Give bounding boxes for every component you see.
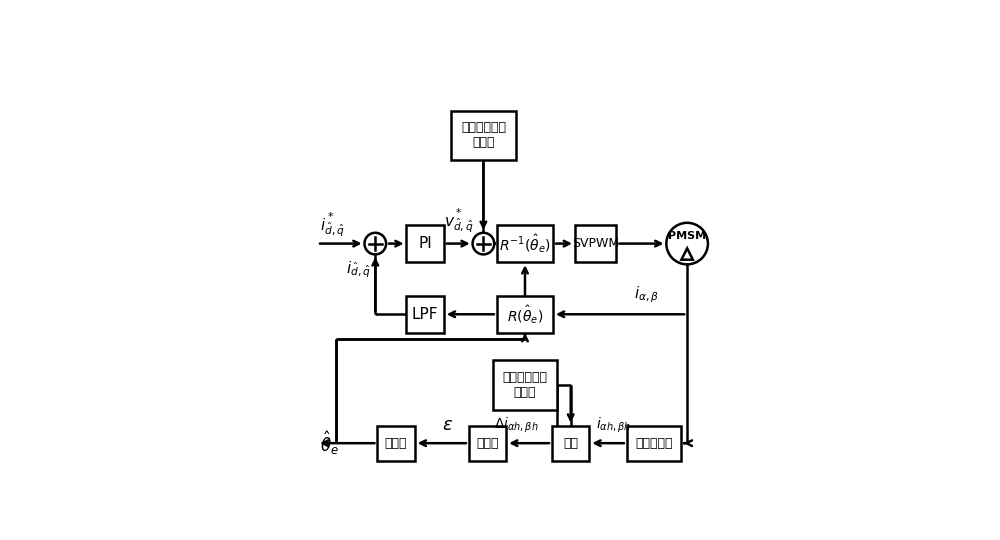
Circle shape xyxy=(364,233,386,254)
Text: $i_{\alpha,\beta}$: $i_{\alpha,\beta}$ xyxy=(634,285,659,305)
Bar xyxy=(377,426,415,461)
Bar xyxy=(493,360,557,410)
Circle shape xyxy=(473,233,494,254)
Text: $i_{\alpha h,\beta h}$: $i_{\alpha h,\beta h}$ xyxy=(596,416,631,435)
Bar xyxy=(575,225,616,262)
Text: $i_{\hat{d},\hat{q}}$: $i_{\hat{d},\hat{q}}$ xyxy=(346,259,371,280)
Text: $R^{-1}(\hat{\theta}_e)$: $R^{-1}(\hat{\theta}_e)$ xyxy=(499,232,551,255)
Text: PI: PI xyxy=(418,236,432,251)
Text: SVPWM: SVPWM xyxy=(572,237,619,250)
Text: 解调: 解调 xyxy=(563,437,578,450)
Bar xyxy=(406,295,444,333)
Text: 无滤波方案: 无滤波方案 xyxy=(635,437,673,450)
Text: 随机注入信号
发生器: 随机注入信号 发生器 xyxy=(461,122,506,150)
Polygon shape xyxy=(681,248,693,260)
Text: $\varepsilon$: $\varepsilon$ xyxy=(442,416,453,434)
Circle shape xyxy=(666,223,708,265)
Bar xyxy=(497,295,553,333)
Bar xyxy=(627,426,681,461)
Text: $v^*_{\hat{d},\hat{q}}$: $v^*_{\hat{d},\hat{q}}$ xyxy=(444,206,474,235)
Bar xyxy=(552,426,589,461)
Text: $i^*_{\hat{d},\hat{q}}$: $i^*_{\hat{d},\hat{q}}$ xyxy=(320,211,345,239)
Bar xyxy=(469,426,506,461)
Text: 归一化: 归一化 xyxy=(476,437,499,450)
Text: PMSM: PMSM xyxy=(668,231,706,241)
Bar xyxy=(497,225,553,262)
Text: LPF: LPF xyxy=(412,307,438,322)
Text: 观测器: 观测器 xyxy=(385,437,407,450)
Bar xyxy=(451,111,516,160)
Bar xyxy=(406,225,444,262)
Text: $\hat{\theta}_e$: $\hat{\theta}_e$ xyxy=(320,429,339,457)
Text: $R(\hat{\theta}_e)$: $R(\hat{\theta}_e)$ xyxy=(507,303,543,326)
Text: 随机解调信号
发生器: 随机解调信号 发生器 xyxy=(502,371,547,399)
Text: $\Delta i_{\alpha h,\beta h}$: $\Delta i_{\alpha h,\beta h}$ xyxy=(494,416,538,435)
